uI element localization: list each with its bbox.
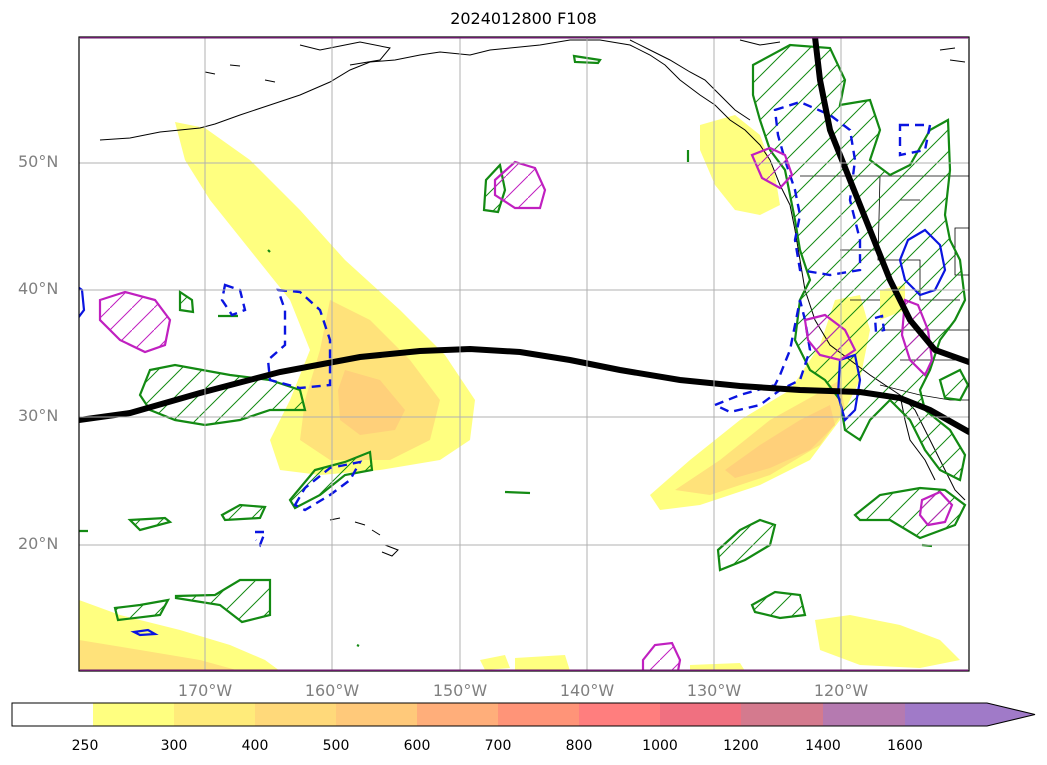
colorbar-label: 700 [484, 738, 512, 754]
lat-label-20n: 20°N [18, 534, 59, 553]
colorbar-label: 1600 [887, 738, 923, 754]
colorbar-label: 300 [160, 738, 188, 754]
colorbar-label: 800 [565, 738, 593, 754]
magenta-contours [98, 146, 954, 671]
lon-label-150w: 150°W [432, 681, 488, 700]
colorbar-label: 250 [71, 738, 99, 754]
gridlines [79, 37, 969, 671]
colorbar-label: 500 [322, 738, 350, 754]
lon-label-120w: 120°W [813, 681, 869, 700]
lat-label-50n: 50°N [18, 152, 59, 171]
lon-label-160w: 160°W [304, 681, 360, 700]
colorbar [11, 702, 1036, 727]
colorbar-label: 400 [241, 738, 269, 754]
colorbar-label: 1400 [805, 738, 841, 754]
lat-label-40n: 40°N [18, 279, 59, 298]
lat-label-30n: 30°N [18, 406, 59, 425]
colorbar-label: 1000 [642, 738, 678, 754]
lon-label-130w: 130°W [686, 681, 742, 700]
black-trough-lines [79, 37, 969, 435]
colorbar-label: 1200 [723, 738, 759, 754]
lon-label-170w: 170°W [177, 681, 233, 700]
map-title: 2024012800 F108 [450, 9, 597, 28]
lon-label-140w: 140°W [559, 681, 615, 700]
colorbar-label: 600 [403, 738, 431, 754]
